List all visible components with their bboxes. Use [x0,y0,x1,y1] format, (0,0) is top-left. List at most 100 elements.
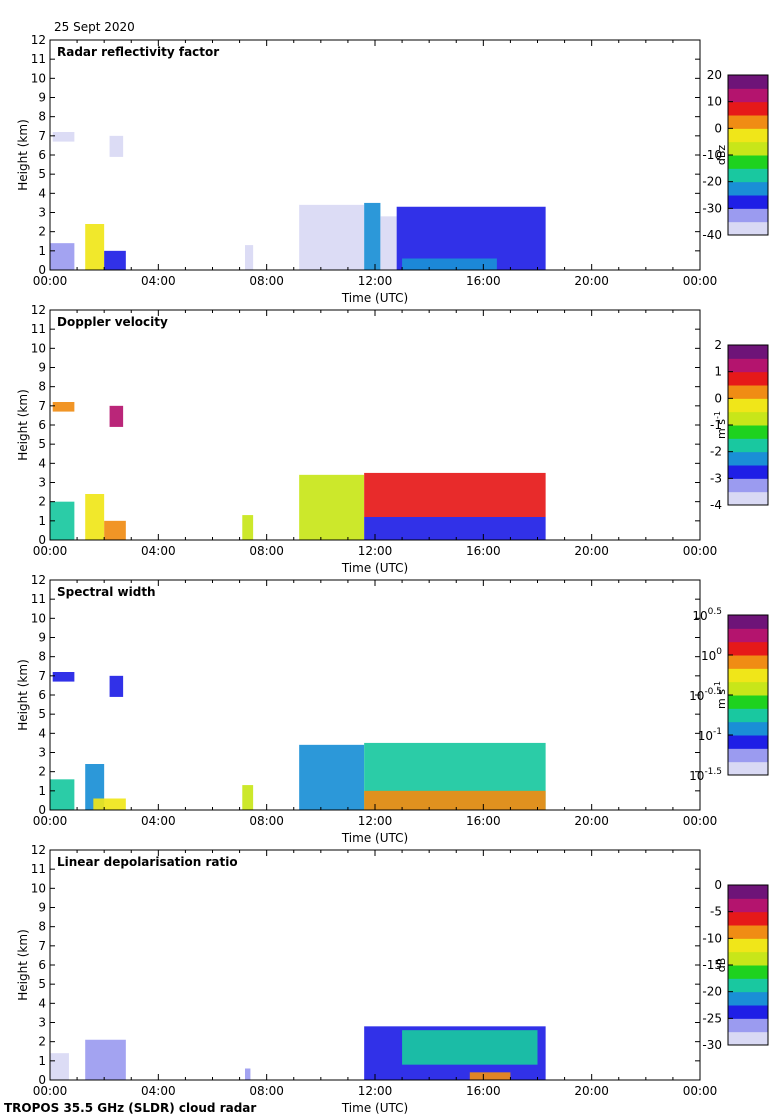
x-tick-label: 00:00 [33,544,68,558]
instrument-label: TROPOS 35.5 GHz (SLDR) cloud radar [4,1101,257,1115]
echo-cell [85,494,105,540]
y-tick-label: 0 [38,1073,46,1087]
x-tick-label: 16:00 [466,1084,501,1098]
y-tick-label: 5 [38,977,46,991]
colorbar-segment [728,168,768,183]
colorbar-tick-label: -20 [702,985,722,999]
colorbar-tick-label: 0 [714,391,722,405]
colorbar-segment [728,181,768,196]
colorbar-tick-label: 2 [714,338,722,352]
y-tick-label: 7 [38,939,46,953]
colorbar-segment [728,438,768,453]
colorbar-unit: m s-1 [713,681,728,709]
colorbar-segment [728,708,768,723]
y-tick-label: 4 [38,456,46,470]
x-axis-label: Time (UTC) [341,1101,408,1115]
colorbar-segment [728,155,768,169]
y-tick-label: 2 [38,765,46,779]
x-tick-label: 00:00 [683,274,718,288]
y-tick-label: 11 [31,322,46,336]
y-axis-label: Height (km) [16,119,30,190]
colorbar-segment [728,195,768,209]
x-tick-label: 00:00 [33,1084,68,1098]
y-tick-label: 6 [38,688,46,702]
colorbar-tick-label: -10 [702,931,722,945]
y-axis-label: Height (km) [16,929,30,1000]
echo-cell [380,216,397,270]
y-tick-label: 2 [38,225,46,239]
x-tick-label: 08:00 [249,1084,284,1098]
colorbar-segment [728,898,768,913]
y-tick-label: 12 [31,573,46,587]
x-axis-label: Time (UTC) [341,831,408,845]
x-tick-label: 12:00 [358,1084,393,1098]
x-axis-label: Time (UTC) [341,291,408,305]
x-tick-label: 08:00 [249,274,284,288]
colorbar-segment [728,668,768,683]
colorbar-segment [728,128,768,143]
y-tick-label: 5 [38,167,46,181]
y-tick-label: 10 [31,611,46,625]
colorbar-tick-label: -15 [702,958,722,972]
y-tick-label: 2 [38,495,46,509]
colorbar-segment [728,88,768,103]
y-tick-label: 1 [38,514,46,528]
colorbar-segment [728,1031,768,1046]
colorbar-tick-label: -5 [710,905,722,919]
y-tick-label: 11 [31,52,46,66]
colorbar-segment [728,885,768,899]
colorbar-segment [728,371,768,386]
y-tick-label: 8 [38,650,46,664]
echo-cell [109,135,124,157]
colorbar-segment [728,951,768,966]
y-tick-label: 3 [38,746,46,760]
colorbar-tick-label: -30 [702,1038,722,1052]
y-tick-label: 2 [38,1035,46,1049]
x-tick-label: 12:00 [358,814,393,828]
y-tick-label: 10 [31,881,46,895]
colorbar-segment [728,965,768,979]
y-tick-label: 10 [31,71,46,85]
colorbar-segment [728,641,768,656]
y-tick-label: 1 [38,244,46,258]
colorbar-unit: dB [715,958,728,973]
x-tick-label: 04:00 [141,544,176,558]
colorbar-segment [728,345,768,359]
y-tick-label: 12 [31,843,46,857]
colorbar-segment [728,1005,768,1019]
colorbar-segment [728,735,768,749]
echo-cell [104,520,126,540]
y-tick-label: 5 [38,707,46,721]
colorbar-segment [728,425,768,439]
echo-cell [93,798,126,810]
x-axis-label: Time (UTC) [341,561,408,575]
echo-cell [364,517,546,540]
y-tick-label: 0 [38,263,46,277]
y-tick-label: 6 [38,958,46,972]
colorbar-segment [728,101,768,116]
colorbar-segment [728,358,768,373]
echo-cell [469,1072,511,1080]
y-axis-label: Height (km) [16,389,30,460]
colorbar-segment [728,615,768,629]
colorbar-segment [728,465,768,479]
y-tick-label: 3 [38,1016,46,1030]
x-tick-label: 20:00 [574,544,609,558]
colorbar-segment [728,911,768,926]
y-tick-label: 12 [31,33,46,47]
y-tick-label: 7 [38,129,46,143]
x-tick-label: 00:00 [33,814,68,828]
colorbar-segment [728,208,768,223]
y-tick-label: 9 [38,361,46,375]
echo-cell [50,1053,69,1080]
echo-cell [402,258,497,270]
echo-cell [85,1039,126,1080]
colorbar-segment [728,925,768,939]
y-tick-label: 9 [38,631,46,645]
y-tick-label: 1 [38,784,46,798]
x-tick-label: 08:00 [249,814,284,828]
echo-cell [109,675,124,697]
